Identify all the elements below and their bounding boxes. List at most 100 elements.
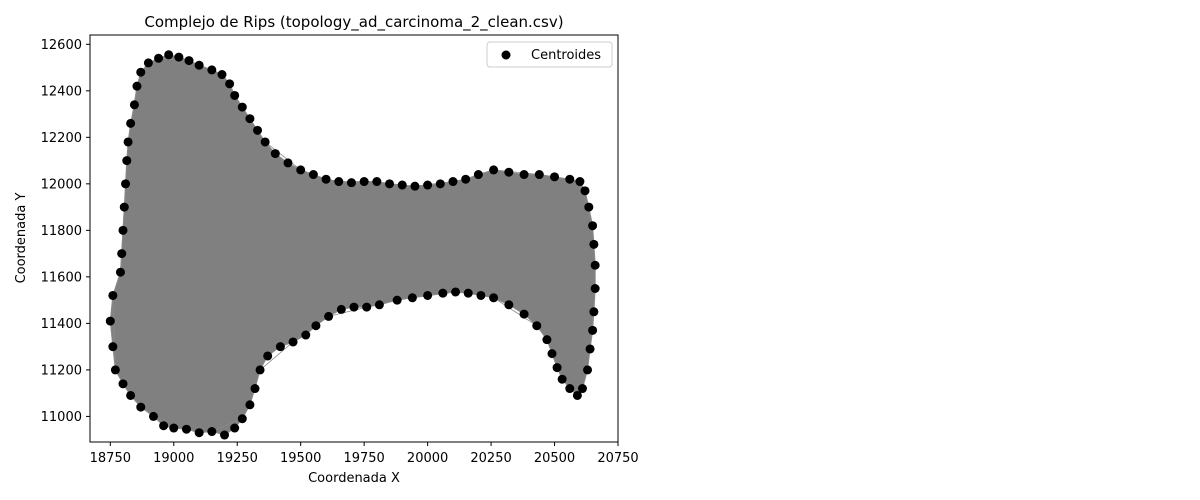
y-tick-label: 11800 [41,224,82,239]
centroid-point [121,179,131,189]
centroid-point [253,125,263,135]
centroid-point [407,293,417,303]
centroid-point [476,290,486,300]
y-tick-label: 11200 [41,363,82,378]
centroid-point [194,428,204,438]
x-tick-label: 19500 [280,451,321,466]
centroid-point [237,102,247,112]
centroid-point [588,221,598,231]
centroid-point [136,67,146,77]
centroid-point [123,137,133,147]
centroid-point [245,114,255,124]
x-tick-label: 19000 [153,451,194,466]
centroid-point [263,351,273,361]
centroid-point [132,81,142,91]
centroid-point [181,424,191,434]
y-tick-label: 12200 [41,131,82,146]
centroid-point [473,170,483,180]
centroid-point [362,302,372,312]
centroid-point [336,304,346,314]
centroid-point [589,307,599,317]
centroid-point [105,316,115,326]
centroid-point [275,342,285,352]
centroid-point [588,325,598,335]
centroid-point [108,342,118,352]
centroid-point [270,149,280,159]
centroid-point [148,411,158,421]
centroid-point [448,177,458,187]
rips-complex-edge [127,86,138,143]
centroid-point [374,300,384,310]
centroid-point [164,50,174,60]
centroid-point [552,363,562,373]
centroid-point [585,344,595,354]
legend: Centroides [486,41,613,68]
centroid-point [565,384,575,394]
centroid-points-layer [105,50,600,440]
centroid-point [580,186,590,196]
centroid-point [311,321,321,331]
centroid-point [174,52,184,62]
axes-frame [89,34,619,443]
centroid-point [118,225,128,235]
centroid-point [220,430,230,440]
rips-complex-edge [412,291,456,299]
plot-area [89,34,619,443]
legend-box [486,41,613,68]
centroid-point [385,179,395,189]
centroid-point [349,302,359,312]
centroid-point [519,309,529,319]
centroid-point [438,288,448,298]
y-tick-label: 11400 [41,317,82,332]
centroid-point [260,137,270,147]
rips-complex-edge [158,57,190,61]
centroid-point [423,290,433,300]
rips-complex-edge [328,306,367,317]
rips-complex-edge [259,341,294,371]
centroid-point [115,267,125,277]
centroid-point [532,321,542,331]
centroid-point [207,427,217,437]
centroid-point [288,337,298,347]
y-axis-label: Coordenada Y [14,193,29,284]
centroid-point [451,287,461,297]
centroid-point [255,365,265,375]
centroid-point [237,414,247,424]
centroid-point [126,390,136,400]
centroid-point [184,56,194,66]
y-tick-label: 12000 [41,177,82,192]
centroid-point [217,70,227,80]
rips-complex-edge [589,288,596,350]
centroid-point [504,167,514,177]
x-tick-label: 20250 [470,451,511,466]
centroid-point [230,90,240,100]
centroid-point [129,100,139,110]
chart-title: Complejo de Rips (topology_ad_carcinoma_… [144,13,563,32]
x-tick-label: 19750 [343,451,384,466]
centroid-point [590,260,600,270]
centroid-point [118,379,128,389]
centroid-point [359,177,369,187]
centroid-point [590,284,600,294]
rips-complex-edge [556,367,578,396]
rips-complex-edge [493,169,540,175]
centroid-point [583,365,593,375]
centroid-point [119,202,129,212]
x-tick-label: 20500 [534,451,575,466]
centroid-point [372,177,382,187]
legend-marker-centroides [501,50,511,60]
centroid-point [557,374,567,384]
centroid-point [392,295,402,305]
centroid-point [575,177,585,187]
centroid-point [489,165,499,175]
centroid-point [397,180,407,190]
centroid-point [108,290,118,300]
centroid-point [154,53,164,63]
x-tick-label: 20750 [597,451,638,466]
centroid-point [572,390,582,400]
rips-complex-region [109,54,596,436]
rips-complex-edge [493,297,537,327]
rips-complex-layer [109,54,596,436]
centroid-point [461,174,471,184]
